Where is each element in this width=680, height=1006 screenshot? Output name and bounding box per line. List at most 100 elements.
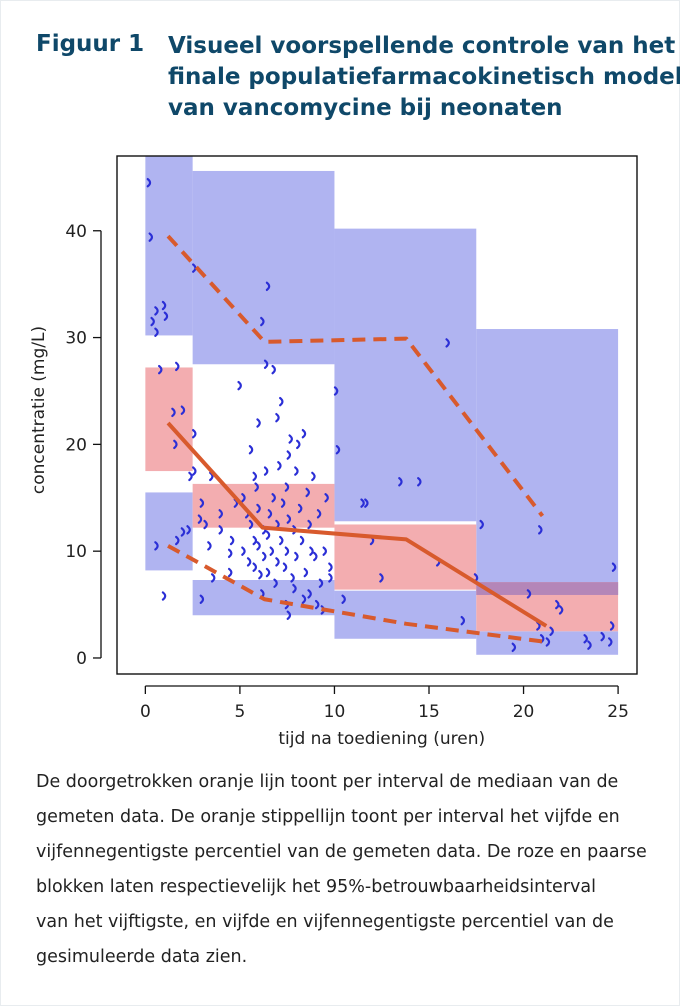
data-point [252,562,258,572]
data-point [311,471,316,482]
y-tick-label: 0 [76,649,87,669]
data-point [180,527,186,537]
data-point [305,487,310,498]
x-tick-label: 15 [418,702,440,722]
data-point [248,519,254,530]
data-point [611,562,617,572]
figure-caption: De doorgetrokken oranje lijn toont per i… [36,765,656,975]
caption-line: blokken laten respectievelijk het 95%-be… [36,877,596,897]
data-point [379,573,384,583]
data-point [271,364,276,375]
data-point [313,551,318,562]
data-point [197,514,203,524]
data-point [161,591,167,601]
data-point [279,396,284,407]
data-point [479,519,484,530]
data-point [583,634,588,644]
data-point [360,498,365,508]
data-point [258,569,263,580]
data-point [280,498,286,508]
data-point [192,466,197,476]
data-point [301,594,307,604]
data-point [609,621,615,631]
data-point [555,599,560,610]
axes: 0 5 10 15 20 25 0 10 20 30 40 [65,222,629,722]
median-ci-block [192,483,335,528]
data-point [154,306,159,316]
data-point [256,418,261,428]
data-point [558,605,564,615]
vpc-chart: 0 5 10 15 20 25 0 10 20 30 40 tijd na toediening (… [29,155,638,749]
data-point [284,482,290,492]
data-point [180,405,186,415]
percentile-ci-block [476,329,619,595]
data-point [265,567,271,578]
data-point [398,477,403,487]
data-point [175,535,180,546]
data-point [186,525,191,535]
data-point [157,364,163,375]
caption-line: van het vijftigste, en vijfde en vijfenn… [36,912,614,932]
data-point [203,519,208,530]
data-point [237,380,242,391]
data-point [324,493,329,503]
overlap-block [476,582,619,595]
data-point [277,461,282,471]
percentile-ci-block [145,492,193,571]
data-point [297,503,303,514]
y-axis-label: concentratie (mg/L) [29,326,49,494]
percentile-ci-block [145,156,193,336]
y-tick-label: 10 [65,542,87,562]
data-point [218,509,223,519]
data-point [307,589,312,599]
data-point [227,567,233,578]
figure-title: Visueel voorspellende controle van het f… [168,31,680,124]
data-point [282,562,288,572]
data-point [275,557,280,567]
data-point [279,535,284,546]
data-point [154,327,159,337]
data-point [309,546,314,556]
caption-line: gemeten data. De oranje stippellijn toon… [36,807,620,827]
x-tick-label: 10 [324,702,346,722]
data-point [241,546,246,556]
data-point [252,471,258,482]
simulated-ci-blocks [145,156,619,655]
data-point [314,599,320,610]
data-point [271,493,276,503]
data-point [608,637,613,647]
x-tick-label: 20 [513,702,535,722]
data-point [263,359,269,369]
data-point [209,471,214,482]
data-point [199,594,205,604]
data-point [207,541,212,551]
figure-title-line: finale populatiefarmacokinetisch model [168,64,680,90]
median-line [166,421,548,628]
data-point [150,316,155,327]
data-point [241,493,246,503]
observed-percentile-lines [166,234,548,644]
data-point [161,300,167,311]
data-point [254,482,259,492]
data-point [265,281,271,292]
data-point [256,503,261,514]
plot-frame [116,155,638,675]
figure-title-line: Visueel voorspellende controle van het [168,33,676,59]
data-point [171,407,176,418]
data-point [318,578,324,588]
caption-line: vijfennegentigste percentiel van de geme… [36,842,647,862]
data-point [263,466,269,476]
data-point [294,466,299,476]
data-point [286,514,292,524]
data-point [148,232,154,242]
data-point [173,439,178,450]
data-point [316,509,322,519]
data-point [299,535,305,546]
percentile-ci-block [192,170,335,365]
data-point [275,412,280,423]
data-point [341,594,346,604]
figure-label: Figuur 1 [36,31,145,57]
data-point [460,615,466,626]
data-point [154,541,159,551]
